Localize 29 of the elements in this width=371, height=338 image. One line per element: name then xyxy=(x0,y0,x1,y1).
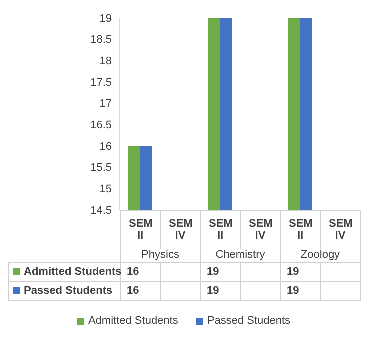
x-tick-label: SEM IV xyxy=(160,210,200,248)
x-tick-label: SEM II xyxy=(120,210,160,248)
text: Admitted Students xyxy=(88,315,178,327)
x-tick-label: SEM IV xyxy=(240,210,280,248)
y-tick-label: 17 xyxy=(100,98,112,110)
data-label: 19 xyxy=(200,282,240,300)
data-label: 16 xyxy=(120,262,160,282)
data-label: 19 xyxy=(280,282,320,300)
y-tick-label: 17.5 xyxy=(90,76,112,89)
legend-label: Admitted Students xyxy=(8,262,122,282)
text: Zoology xyxy=(280,248,360,262)
data-label: 19 xyxy=(200,262,240,282)
y-tick-label: 16 xyxy=(100,140,112,153)
data-label: 16 xyxy=(120,282,160,300)
y-tick-label: 19 xyxy=(100,12,112,25)
data-label: 19 xyxy=(280,262,320,282)
y-tick-label: 16.5 xyxy=(90,120,112,132)
x-tick-label: SEM II xyxy=(280,210,320,248)
y-tick-label: 18 xyxy=(100,56,112,68)
text: Chemistry xyxy=(200,248,280,262)
legend-label: Passed Students xyxy=(8,282,120,300)
x-tick-label: SEM IV xyxy=(320,210,360,248)
y-tick-label: 18.5 xyxy=(90,34,112,46)
y-tick-label: 15.5 xyxy=(90,162,112,174)
text: Physics xyxy=(120,248,200,262)
y-tick-label: 14.5 xyxy=(90,204,112,217)
x-tick-label: SEM II xyxy=(200,210,240,248)
y-tick-label: 15 xyxy=(100,184,112,196)
text: Passed Students xyxy=(207,315,291,327)
